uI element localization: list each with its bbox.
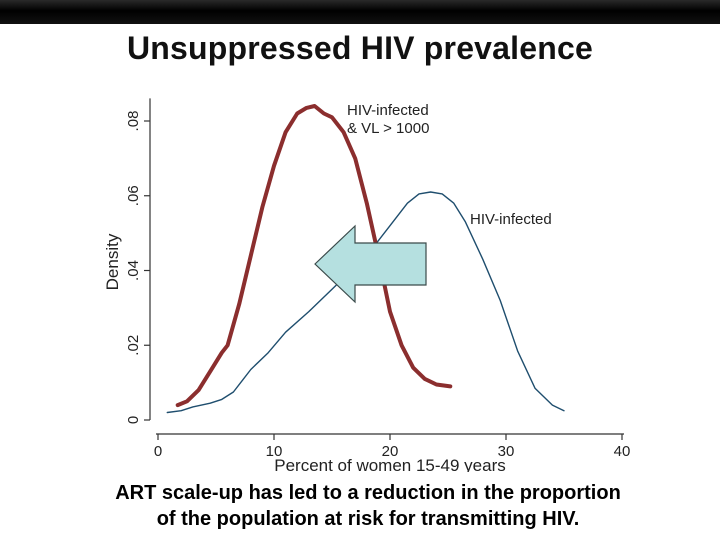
top-bar [0, 0, 720, 24]
x-tick-label: 40 [614, 443, 631, 460]
density-chart: 0 .02 .04 .06 .08 0 10 20 30 40 Density Percent of … [86, 84, 646, 472]
y-tick-label: .06 [125, 185, 142, 206]
caption-line-2: of the population at risk for transmitti… [156, 508, 580, 530]
x-axis-title: Percent of women 15-49 years [274, 456, 506, 472]
series-label-vl-line-1: HIV-infected [347, 102, 429, 119]
series-lines [166, 104, 565, 414]
y-tick-label: 0 [125, 416, 142, 424]
y-tick-label: .02 [125, 335, 142, 356]
axes: 0 .02 .04 .06 .08 0 10 20 30 40 Density Percent of … [103, 98, 630, 472]
series-line-hiv-vl-1000 [175, 104, 453, 408]
density-chart-svg: 0 .02 .04 .06 .08 0 10 20 30 40 Density Percent of … [103, 98, 630, 472]
y-axis-title: Density [103, 233, 122, 290]
y-tick-label: .04 [125, 260, 142, 281]
series-label-hiv-infected: HIV-infected [470, 211, 552, 228]
x-tick-label: 0 [154, 443, 162, 460]
series-label-vl-line-2: & VL > 1000 [347, 120, 429, 137]
left-arrow-annotation [314, 224, 427, 304]
x-tick-label: 10 [266, 443, 283, 460]
series-line-hiv-infected [166, 191, 565, 414]
slide-title: Unsuppressed HIV prevalence [126, 30, 594, 66]
x-tick-label: 30 [498, 443, 515, 460]
annotation-layer [314, 224, 427, 304]
slide-caption: ART scale-up has led to a reduction in t… [0, 480, 720, 532]
caption-line-1: ART scale-up has led to a reduction in t… [115, 482, 621, 504]
y-tick-label: .08 [125, 111, 142, 132]
x-tick-label: 20 [382, 443, 399, 460]
